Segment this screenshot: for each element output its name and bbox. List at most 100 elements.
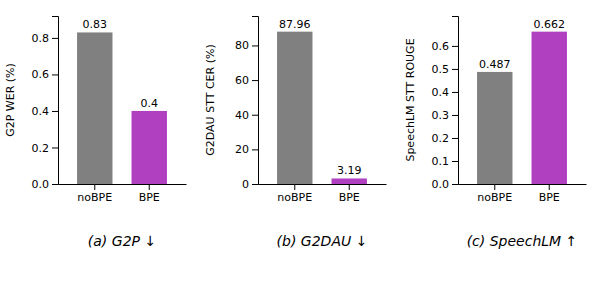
axis-line [452,17,459,185]
data-label: 3.19 [337,164,362,177]
data-labels: 87.96 3.19 [279,18,361,178]
tick: 0.6 [432,40,459,53]
data-label: 0.662 [533,18,565,31]
tick-mark [252,45,258,46]
panel: 0.0 0.2 0.4 0.6 0.8 noBPE BPE 0.83 0.4 G2P WER (%… [4,17,187,250]
tick: BPE [539,184,560,204]
tick-mark [252,149,258,150]
tick-label: BPE [539,191,560,204]
caption: (b) G2DAU ↓ [277,233,368,249]
tick: 0.6 [32,68,59,81]
tick-mark [52,74,58,75]
tick-mark [252,115,258,116]
tick-mark [252,184,258,185]
bar [477,72,512,184]
tick-label: 0.1 [432,155,450,168]
bars [277,32,367,184]
tick-label: 0.6 [432,40,450,53]
tick: 40 [235,109,258,122]
tick: 0.2 [32,141,59,154]
bar [532,32,567,184]
tick: 0.8 [32,32,59,45]
tick-mark [349,184,350,190]
tick-mark [294,184,295,190]
tick-label: 0.6 [32,68,50,81]
tick: 0.2 [432,132,459,145]
bars [477,32,567,184]
bar [132,111,167,184]
axis-line [459,184,587,185]
tick-mark [52,184,58,185]
tick: noBPE [277,184,312,204]
tick-label: noBPE [477,191,512,204]
caption: (a) G2P ↓ [88,233,156,249]
tick-mark [549,184,550,190]
panel: 0 20 40 60 80 noBPE BPE 87.96 3.19 G2DAU STT CER … [204,17,387,250]
tick: 0.4 [432,86,459,99]
tick-mark [494,184,495,190]
tick-label: 0.8 [32,32,50,45]
data-label: 0.83 [83,18,108,31]
tick-label: 60 [235,74,249,87]
tick: 80 [235,39,258,52]
tick-label: 0.2 [432,132,450,145]
tick-mark [452,161,458,162]
axis-line [259,184,387,185]
tick: 0.0 [432,178,459,191]
tick-mark [52,147,58,148]
panel: 0.0 0.1 0.2 0.3 0.4 0.5 0.6 noBPE BPE 0.487 0.662 S… [404,17,587,250]
tick: BPE [339,184,360,204]
y-axis: 0.0 0.1 0.2 0.3 0.4 0.5 0.6 [432,17,459,192]
tick-mark [149,184,150,190]
tick-mark [52,111,58,112]
tick-mark [452,138,458,139]
tick-mark [452,92,458,93]
tick-mark [452,46,458,47]
data-label: 87.96 [279,18,311,31]
tick-label: BPE [339,191,360,204]
bar [332,178,367,184]
x-axis: noBPE BPE [59,184,187,204]
tick: 0.5 [432,63,459,76]
tick: noBPE [77,184,112,204]
x-axis: noBPE BPE [259,184,387,204]
data-label: 0.4 [140,97,158,110]
tick-label: BPE [139,191,160,204]
tick-label: 20 [235,143,249,156]
tick: BPE [139,184,160,204]
tick-label: 0.5 [432,63,450,76]
tick-mark [452,69,458,70]
x-axis: noBPE BPE [459,184,587,204]
tick: 60 [235,74,258,87]
y-axis-title: SpeechLM STT ROUGE [404,38,417,161]
y-axis: 0 20 40 60 80 [235,17,259,192]
tick-mark [52,38,58,39]
tick: 0.1 [432,155,459,168]
chart: 0.0 0.2 0.4 0.6 0.8 noBPE BPE 0.83 0.4 G2P WER (%… [0,0,600,290]
tick-label: 0 [242,178,249,191]
tick-label: noBPE [77,191,112,204]
tick-mark [94,184,95,190]
tick-label: noBPE [277,191,312,204]
tick: 0.0 [32,178,59,191]
caption: (c) SpeechLM ↑ [467,233,578,249]
bars [77,32,167,184]
tick-label: 0.0 [432,178,450,191]
tick-label: 40 [235,109,249,122]
tick-mark [452,115,458,116]
data-label: 0.487 [479,58,511,71]
bar [277,32,312,184]
tick: 0.4 [32,105,59,118]
y-axis-title: G2P WER (%) [4,63,17,137]
data-labels: 0.83 0.4 [83,18,158,110]
tick-label: 0.2 [32,141,50,154]
tick: noBPE [477,184,512,204]
axis-line [252,17,259,185]
y-axis: 0.0 0.2 0.4 0.6 0.8 [32,17,59,192]
tick: 0.3 [432,109,459,122]
tick: 20 [235,143,258,156]
bar [77,32,112,184]
y-axis-title: G2DAU STT CER (%) [204,44,217,155]
data-labels: 0.487 0.662 [479,18,565,71]
tick: 0 [242,178,258,191]
